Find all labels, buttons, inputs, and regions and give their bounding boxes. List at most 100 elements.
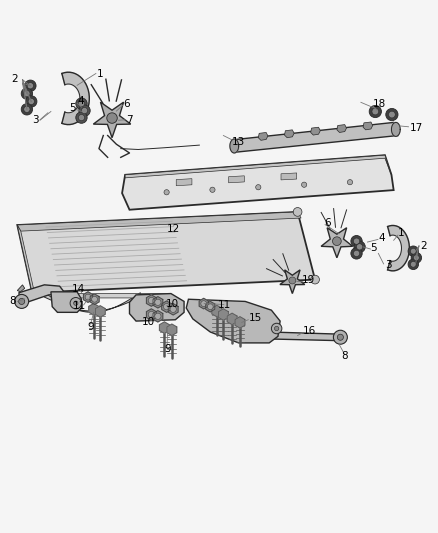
Circle shape xyxy=(201,301,207,306)
Text: 10: 10 xyxy=(142,317,155,327)
Text: 12: 12 xyxy=(166,224,180,234)
Polygon shape xyxy=(51,292,81,312)
Text: 11: 11 xyxy=(218,300,231,310)
Polygon shape xyxy=(235,317,245,328)
Polygon shape xyxy=(311,127,320,135)
Circle shape xyxy=(155,313,161,319)
Text: 1: 1 xyxy=(398,228,405,238)
Circle shape xyxy=(369,106,381,118)
Polygon shape xyxy=(186,299,280,343)
Text: 9: 9 xyxy=(164,344,171,353)
Polygon shape xyxy=(388,225,410,271)
Text: 17: 17 xyxy=(410,123,423,133)
Polygon shape xyxy=(258,133,268,140)
Polygon shape xyxy=(130,294,184,321)
Circle shape xyxy=(164,190,169,195)
Polygon shape xyxy=(337,125,346,133)
Circle shape xyxy=(81,108,88,114)
Circle shape xyxy=(24,91,30,96)
Text: 4: 4 xyxy=(378,233,385,243)
Circle shape xyxy=(357,244,363,250)
Circle shape xyxy=(163,304,170,310)
Polygon shape xyxy=(363,122,373,130)
Text: 2: 2 xyxy=(12,74,18,84)
Polygon shape xyxy=(392,123,400,136)
Text: 9: 9 xyxy=(87,322,94,332)
Polygon shape xyxy=(153,297,163,308)
Polygon shape xyxy=(321,228,353,258)
Circle shape xyxy=(410,261,416,267)
Text: 15: 15 xyxy=(249,313,262,323)
Polygon shape xyxy=(285,130,294,138)
Text: 16: 16 xyxy=(303,326,316,336)
Polygon shape xyxy=(280,270,305,294)
Polygon shape xyxy=(125,155,392,178)
Polygon shape xyxy=(146,295,156,306)
Polygon shape xyxy=(146,309,156,320)
Circle shape xyxy=(411,253,422,263)
Circle shape xyxy=(79,105,90,116)
Polygon shape xyxy=(17,285,25,292)
Circle shape xyxy=(311,275,319,284)
Circle shape xyxy=(92,296,97,302)
Polygon shape xyxy=(95,306,105,317)
Circle shape xyxy=(413,255,419,261)
Polygon shape xyxy=(90,294,99,304)
Circle shape xyxy=(76,98,87,109)
Circle shape xyxy=(170,306,176,312)
Circle shape xyxy=(148,311,155,318)
Circle shape xyxy=(353,238,360,244)
Polygon shape xyxy=(122,155,394,210)
Polygon shape xyxy=(57,294,167,298)
Text: 3: 3 xyxy=(385,260,392,270)
Circle shape xyxy=(332,237,341,246)
Text: 3: 3 xyxy=(32,115,39,125)
Circle shape xyxy=(28,99,34,104)
Circle shape xyxy=(410,248,416,254)
Polygon shape xyxy=(93,102,131,138)
Text: 4: 4 xyxy=(77,96,84,107)
Circle shape xyxy=(347,180,353,185)
Circle shape xyxy=(354,241,365,253)
Circle shape xyxy=(210,187,215,192)
Circle shape xyxy=(333,330,347,344)
Text: 1: 1 xyxy=(97,69,103,78)
Text: 13: 13 xyxy=(232,136,245,147)
Text: 7: 7 xyxy=(127,115,133,125)
Text: 11: 11 xyxy=(73,301,86,311)
Text: 10: 10 xyxy=(166,298,179,309)
Polygon shape xyxy=(176,179,192,185)
Circle shape xyxy=(21,88,32,99)
Circle shape xyxy=(25,80,36,92)
Text: 19: 19 xyxy=(302,276,315,286)
Text: 6: 6 xyxy=(325,218,331,228)
Circle shape xyxy=(78,101,85,107)
Circle shape xyxy=(301,182,307,187)
Circle shape xyxy=(18,298,25,304)
Circle shape xyxy=(289,277,296,284)
Polygon shape xyxy=(44,293,141,312)
Circle shape xyxy=(351,248,362,259)
Circle shape xyxy=(389,111,395,118)
Polygon shape xyxy=(199,298,208,309)
Circle shape xyxy=(408,246,419,256)
Polygon shape xyxy=(168,304,178,315)
Circle shape xyxy=(256,184,261,190)
Polygon shape xyxy=(153,311,163,322)
Polygon shape xyxy=(162,301,172,312)
Circle shape xyxy=(337,334,343,340)
Text: 5: 5 xyxy=(70,103,76,114)
Polygon shape xyxy=(17,225,35,298)
Circle shape xyxy=(76,112,87,123)
Polygon shape xyxy=(230,139,239,153)
Polygon shape xyxy=(229,176,244,183)
Circle shape xyxy=(353,251,360,256)
Circle shape xyxy=(155,299,161,305)
Polygon shape xyxy=(159,322,170,333)
Circle shape xyxy=(293,207,302,216)
Polygon shape xyxy=(281,173,297,180)
Polygon shape xyxy=(206,302,215,312)
Text: 18: 18 xyxy=(373,99,386,109)
Circle shape xyxy=(78,115,85,121)
Text: 6: 6 xyxy=(123,99,130,109)
